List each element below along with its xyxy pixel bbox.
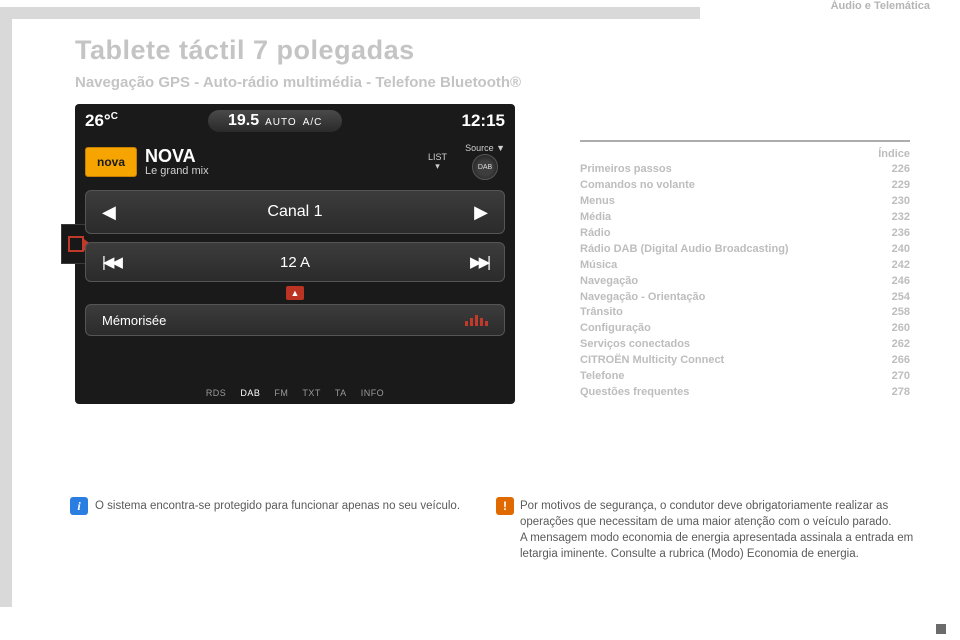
index-label: Comandos no volante bbox=[580, 178, 695, 194]
dab-icon: DAB bbox=[472, 154, 498, 180]
index-page: 278 bbox=[892, 385, 910, 401]
index-label: Rádio DAB (Digital Audio Broadcasting) bbox=[580, 242, 789, 258]
index-row: Comandos no volante 229 bbox=[580, 178, 910, 194]
collapse-handle-icon[interactable]: ▲ bbox=[286, 286, 304, 300]
index-row: Navegação 246 bbox=[580, 274, 910, 290]
index-row: CITROËN Multicity Connect 266 bbox=[580, 353, 910, 369]
footer-rds[interactable]: RDS bbox=[206, 388, 227, 398]
footer-info[interactable]: INFO bbox=[361, 388, 385, 398]
index-label: Navegação - Orientação bbox=[580, 290, 705, 306]
climate-pill[interactable]: 19.5 AUTO A/C bbox=[208, 110, 342, 132]
index-label: Menus bbox=[580, 194, 615, 210]
temperature-readout: 26°C bbox=[85, 111, 118, 131]
index-label: Serviços conectados bbox=[580, 337, 690, 353]
index-label: Média bbox=[580, 210, 611, 226]
index-label: Rádio bbox=[580, 226, 611, 242]
index-row: Serviços conectados 262 bbox=[580, 337, 910, 353]
memorised-label: Mémorisée bbox=[102, 313, 166, 328]
seek-fwd-button[interactable]: ▶▶| bbox=[470, 253, 488, 271]
ts-footer: RDS DAB FM TXT TA INFO bbox=[75, 388, 515, 398]
climate-ac: A/C bbox=[303, 117, 323, 128]
list-button[interactable]: LIST ▾ bbox=[428, 153, 447, 171]
warning-note: Por motivos de segurança, o condutor dev… bbox=[520, 498, 920, 562]
footer-dab[interactable]: DAB bbox=[240, 388, 260, 398]
station-slogan: Le grand mix bbox=[145, 166, 209, 178]
index-page: 246 bbox=[892, 274, 910, 290]
index-page: 226 bbox=[892, 162, 910, 178]
memorised-row[interactable]: Mémorisée bbox=[85, 304, 505, 336]
index-row: Música 242 bbox=[580, 258, 910, 274]
channel-label: Canal 1 bbox=[267, 203, 322, 221]
index-label: Música bbox=[580, 258, 617, 274]
footer-ta[interactable]: TA bbox=[335, 388, 347, 398]
index-page: 242 bbox=[892, 258, 910, 274]
list-chevron-icon: ▾ bbox=[428, 162, 447, 171]
index-page: 254 bbox=[892, 290, 910, 306]
touchscreen-mock: 26°C 19.5 AUTO A/C 12:15 nova NOVA Le gr… bbox=[75, 104, 515, 404]
temp-unit: C bbox=[111, 111, 118, 122]
station-logo: nova bbox=[85, 147, 137, 177]
index-page: 258 bbox=[892, 305, 910, 321]
decor-left-rail bbox=[0, 7, 12, 607]
station-row: nova NOVA Le grand mix LIST ▾ Source ▼ D… bbox=[75, 140, 515, 184]
signal-bars-icon bbox=[465, 314, 488, 326]
index-page: 266 bbox=[892, 353, 910, 369]
clock: 12:15 bbox=[462, 111, 505, 131]
prev-channel-button[interactable]: ◀ bbox=[102, 202, 116, 223]
page-corner-marker bbox=[936, 624, 946, 634]
seek-back-button[interactable]: |◀◀ bbox=[102, 253, 120, 271]
station-name: NOVA bbox=[145, 147, 209, 166]
info-icon: i bbox=[70, 497, 88, 515]
next-channel-button[interactable]: ▶ bbox=[474, 202, 488, 223]
manual-page: Áudio e Telemática Tablete táctil 7 pole… bbox=[0, 0, 960, 640]
index-page: 260 bbox=[892, 321, 910, 337]
source-button[interactable]: Source ▼ DAB bbox=[465, 144, 505, 180]
info-note: O sistema encontra-se protegido para fun… bbox=[95, 498, 475, 514]
index-heading: Índice bbox=[878, 148, 910, 160]
footer-txt[interactable]: TXT bbox=[302, 388, 321, 398]
index-row: Rádio 236 bbox=[580, 226, 910, 242]
index-page: 240 bbox=[892, 242, 910, 258]
band-label: 12 A bbox=[280, 254, 310, 271]
decor-top-strip bbox=[0, 7, 700, 19]
temp-value: 26° bbox=[85, 111, 111, 130]
warning-icon: ! bbox=[496, 497, 514, 515]
index-row: Média 232 bbox=[580, 210, 910, 226]
index-row: Telefone 270 bbox=[580, 369, 910, 385]
climate-value: 19.5 bbox=[228, 112, 259, 130]
source-label: Source ▼ bbox=[465, 144, 505, 153]
index-page: 229 bbox=[892, 178, 910, 194]
channel-row: ◀ Canal 1 ▶ bbox=[85, 190, 505, 234]
band-row: |◀◀ 12 A ▶▶| bbox=[85, 242, 505, 282]
page-subtitle: Navegação GPS - Auto-rádio multimédia - … bbox=[75, 74, 521, 91]
index-row: Menus 230 bbox=[580, 194, 910, 210]
index-label: Configuração bbox=[580, 321, 651, 337]
collapse-row: ▲ bbox=[75, 286, 515, 300]
index-row: Rádio DAB (Digital Audio Broadcasting) 24… bbox=[580, 242, 910, 258]
index-page: 270 bbox=[892, 369, 910, 385]
index-page: 232 bbox=[892, 210, 910, 226]
index-label: Navegação bbox=[580, 274, 638, 290]
climate-mode: AUTO bbox=[265, 117, 297, 128]
index-row: Navegação - Orientação 254 bbox=[580, 290, 910, 306]
index-row: Primeiros passos 226 bbox=[580, 162, 910, 178]
index-label: Primeiros passos bbox=[580, 162, 672, 178]
section-header: Áudio e Telemática bbox=[831, 0, 930, 12]
index-table: Primeiros passos 226 Comandos no volante 2… bbox=[580, 162, 910, 401]
index-row: Trânsito 258 bbox=[580, 305, 910, 321]
index-row: Configuração 260 bbox=[580, 321, 910, 337]
index-page: 230 bbox=[892, 194, 910, 210]
footer-fm[interactable]: FM bbox=[274, 388, 288, 398]
index-label: Telefone bbox=[580, 369, 624, 385]
index-rule bbox=[580, 140, 910, 142]
index-page: 262 bbox=[892, 337, 910, 353]
ts-topbar: 26°C 19.5 AUTO A/C 12:15 bbox=[85, 110, 505, 132]
index-label: Questões frequentes bbox=[580, 385, 689, 401]
index-row: Questões frequentes 278 bbox=[580, 385, 910, 401]
page-title: Tablete táctil 7 polegadas bbox=[75, 35, 415, 66]
index-label: CITROËN Multicity Connect bbox=[580, 353, 724, 369]
index-label: Trânsito bbox=[580, 305, 623, 321]
index-page: 236 bbox=[892, 226, 910, 242]
ts-body: nova NOVA Le grand mix LIST ▾ Source ▼ D… bbox=[75, 140, 515, 404]
